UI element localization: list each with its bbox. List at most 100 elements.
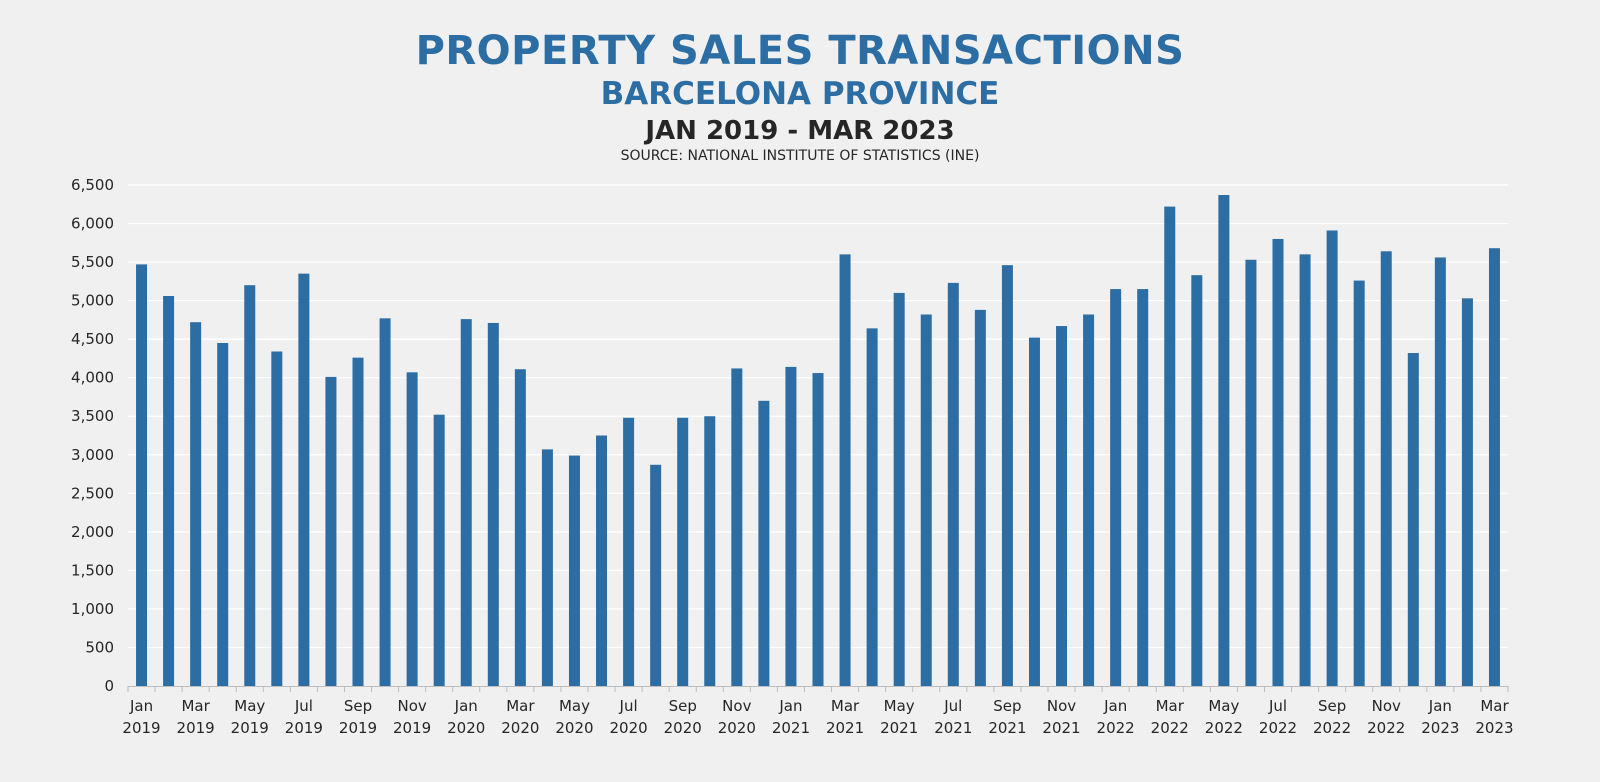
x-tick-label-year: 2020: [718, 719, 756, 737]
x-tick-label-month: Jul: [943, 697, 962, 715]
x-tick-label-year: 2023: [1475, 719, 1513, 737]
x-tick-label-month: Sep: [344, 697, 372, 715]
x-tick-label-year: 2020: [501, 719, 539, 737]
x-tick-label-month: Jul: [1268, 697, 1287, 715]
bar: [136, 264, 148, 686]
x-tick-label-year: 2022: [1205, 719, 1243, 737]
x-tick-label-month: Sep: [993, 697, 1021, 715]
y-tick-label: 500: [85, 638, 114, 656]
x-tick-label-year: 2020: [609, 719, 647, 737]
bar: [1407, 353, 1419, 686]
chart-subtitle: BARCELONA PROVINCE: [600, 76, 1000, 112]
y-tick-label: 5,500: [71, 253, 114, 271]
y-tick-label: 4,500: [71, 330, 114, 348]
y-tick-label: 5,000: [71, 292, 114, 310]
x-tick-label-year: 2019: [339, 719, 377, 737]
bar: [974, 309, 986, 686]
x-tick-label-year: 2022: [1259, 719, 1297, 737]
x-tick-label-month: Nov: [397, 697, 426, 715]
bar: [1056, 326, 1068, 686]
bar: [460, 319, 472, 686]
bar: [1353, 280, 1365, 686]
bar: [947, 282, 959, 686]
bar: [379, 318, 391, 686]
bar: [433, 414, 445, 686]
bar: [244, 285, 256, 686]
x-tick-label-month: Jul: [619, 697, 638, 715]
bar: [1137, 289, 1149, 686]
y-tick-label: 1,000: [71, 600, 114, 618]
y-tick-label: 6,500: [71, 176, 114, 194]
bar: [677, 417, 689, 686]
bar: [704, 416, 716, 686]
bar: [893, 292, 905, 686]
bar: [541, 449, 553, 686]
bar: [731, 368, 743, 686]
x-tick-label-year: 2021: [826, 719, 864, 737]
bar: [920, 314, 932, 686]
y-tick-label: 2,000: [71, 523, 114, 541]
chart-source: SOURCE: NATIONAL INSTITUTE OF STATISTICS…: [620, 148, 980, 164]
x-tick-label-year: 2019: [393, 719, 431, 737]
x-tick-label-year: 2019: [285, 719, 323, 737]
chart-titles: PROPERTY SALES TRANSACTIONS BARCELONA PR…: [0, 28, 1600, 165]
bar: [1326, 230, 1338, 686]
bar: [866, 328, 878, 686]
x-tick-label-month: Mar: [1156, 697, 1185, 715]
x-tick-label-month: May: [884, 697, 915, 715]
bar: [298, 273, 310, 686]
bar: [1380, 251, 1392, 687]
x-tick-label-year: 2019: [231, 719, 269, 737]
x-tick-label-month: Nov: [1372, 697, 1401, 715]
bar: [839, 254, 851, 686]
x-tick-label-year: 2022: [1151, 719, 1189, 737]
bar: [514, 369, 526, 686]
bar: [812, 373, 824, 686]
x-tick-label-year: 2021: [772, 719, 810, 737]
bar: [568, 455, 580, 686]
bar: [217, 343, 229, 686]
bar: [1218, 195, 1230, 686]
bar: [758, 400, 770, 686]
chart-title: PROPERTY SALES TRANSACTIONS: [415, 28, 1185, 74]
bar: [1461, 298, 1473, 686]
x-tick-label-year: 2021: [988, 719, 1026, 737]
x-tick-label-year: 2020: [664, 719, 702, 737]
bar: [1164, 206, 1176, 686]
y-tick-label: 4,000: [71, 369, 114, 387]
x-tick-label-month: Sep: [669, 697, 697, 715]
x-tick-label-month: Nov: [1047, 697, 1076, 715]
x-tick-label-month: Mar: [506, 697, 535, 715]
bars: [136, 195, 1500, 687]
bar: [1434, 257, 1446, 686]
y-tick-label: 3,500: [71, 407, 114, 425]
bar: [1299, 254, 1311, 686]
chart-period: JAN 2019 - MAR 2023: [645, 116, 955, 146]
bar: [1028, 337, 1040, 686]
x-tick-label-month: Jan: [1103, 697, 1127, 715]
bar: [1001, 265, 1013, 686]
x-tick-label-month: May: [1208, 697, 1239, 715]
bar: [1083, 314, 1095, 686]
y-tick-label: 1,500: [71, 561, 114, 579]
y-tick-label: 2,500: [71, 484, 114, 502]
bar: [596, 435, 608, 686]
y-tick-label: 0: [104, 677, 114, 695]
bar: [650, 464, 662, 686]
x-tick-label-month: May: [559, 697, 590, 715]
x-tick-label-year: 2023: [1421, 719, 1459, 737]
x-tick-label-year: 2022: [1097, 719, 1135, 737]
axes: 0 500 1,000 1,500 2,000 2,500 3,000 3,500 4,000 4…: [71, 176, 1514, 737]
x-tick-label-year: 2019: [177, 719, 215, 737]
x-tick-label-year: 2021: [1042, 719, 1080, 737]
x-tick-label-year: 2020: [447, 719, 485, 737]
x-tick-label-month: Jan: [1428, 697, 1452, 715]
x-tick-label-month: Jan: [778, 697, 802, 715]
y-tick-label: 6,000: [71, 215, 114, 233]
x-tick-label-year: 2021: [934, 719, 972, 737]
bar: [1110, 289, 1122, 686]
x-tick-label-year: 2020: [555, 719, 593, 737]
bar: [406, 372, 418, 686]
x-tick-label-month: Jul: [294, 697, 313, 715]
bar: [163, 295, 175, 686]
